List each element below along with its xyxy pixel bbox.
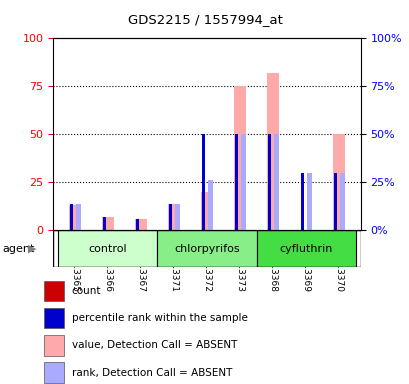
- Text: control: control: [88, 243, 127, 254]
- Bar: [135, 219, 146, 230]
- Bar: [168, 204, 180, 230]
- Text: cyfluthrin: cyfluthrin: [279, 243, 332, 254]
- Bar: [135, 219, 139, 230]
- Bar: [274, 134, 279, 230]
- Bar: [169, 204, 171, 230]
- Bar: [102, 217, 114, 230]
- Bar: [333, 173, 336, 230]
- Bar: [267, 134, 270, 230]
- Bar: [301, 173, 303, 230]
- Text: percentile rank within the sample: percentile rank within the sample: [71, 313, 247, 323]
- Bar: [69, 205, 81, 230]
- Bar: [256, 230, 355, 267]
- Bar: [234, 86, 245, 230]
- Bar: [241, 134, 245, 230]
- Bar: [44, 335, 64, 356]
- Bar: [103, 217, 106, 230]
- Bar: [202, 134, 204, 230]
- Bar: [44, 308, 64, 328]
- Bar: [208, 180, 213, 230]
- Bar: [175, 204, 180, 230]
- Bar: [339, 173, 344, 230]
- Bar: [44, 281, 64, 301]
- Bar: [234, 134, 238, 230]
- Bar: [200, 192, 213, 230]
- Text: count: count: [71, 286, 101, 296]
- Bar: [267, 73, 279, 230]
- Bar: [58, 230, 157, 267]
- Bar: [70, 204, 72, 230]
- Bar: [44, 362, 64, 383]
- Text: ▶: ▶: [28, 244, 36, 254]
- Text: agent: agent: [2, 244, 34, 254]
- Text: rank, Detection Call = ABSENT: rank, Detection Call = ABSENT: [71, 367, 231, 378]
- Text: chlorpyrifos: chlorpyrifos: [174, 243, 239, 254]
- Bar: [76, 204, 81, 230]
- Bar: [333, 134, 344, 230]
- Bar: [157, 230, 256, 267]
- Bar: [307, 173, 311, 230]
- Text: GDS2215 / 1557994_at: GDS2215 / 1557994_at: [127, 13, 282, 26]
- Text: value, Detection Call = ABSENT: value, Detection Call = ABSENT: [71, 341, 236, 351]
